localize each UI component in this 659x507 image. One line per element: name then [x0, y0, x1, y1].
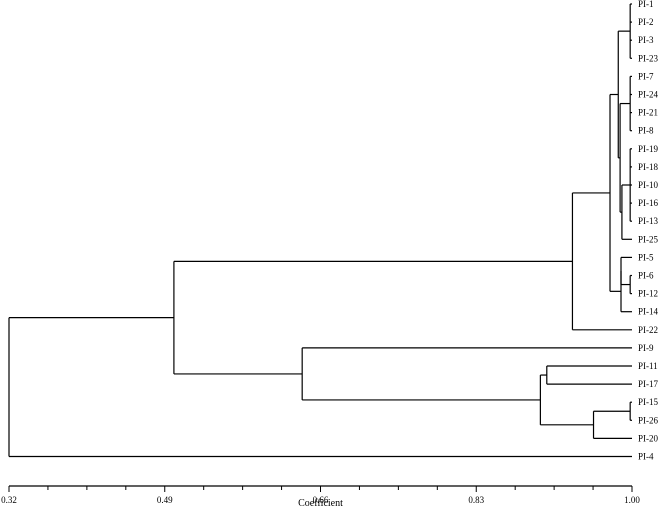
- tick-label: 0.66: [313, 495, 329, 505]
- x-axis: 0.32 0.49 0.66 0.83 1.00 Coefficient: [1, 485, 640, 507]
- leaf-label: PI-18: [638, 162, 658, 172]
- leaf-label: PI-14: [638, 307, 658, 317]
- leaf-label: PI-26: [638, 415, 658, 425]
- x-axis-ticks: [8, 486, 633, 492]
- leaf-label: PI-6: [638, 271, 654, 281]
- leaf-label: PI-3: [638, 35, 654, 45]
- tick-label: 1.00: [624, 495, 640, 505]
- leaf-label: PI-11: [638, 361, 658, 371]
- leaf-labels: PI-1 PI-2 PI-3 PI-23 PI-7 PI-24 PI-21 PI-8 PI-19…: [638, 0, 658, 462]
- tick-label: 0.49: [157, 495, 173, 505]
- leaf-label: PI-13: [638, 216, 658, 226]
- leaf-label: PI-23: [638, 53, 658, 63]
- leaf-label: PI-17: [638, 379, 658, 389]
- dendrogram-branches: [8, 3, 632, 458]
- leaf-label: PI-20: [638, 433, 658, 443]
- leaf-label: PI-7: [638, 71, 654, 81]
- tick-label: 0.32: [1, 495, 17, 505]
- x-axis-title: Coefficient: [298, 498, 343, 507]
- leaf-label: PI-1: [638, 0, 654, 9]
- tick-label: 0.83: [468, 495, 484, 505]
- leaf-label: PI-9: [638, 343, 654, 353]
- leaf-label: PI-8: [638, 126, 654, 136]
- leaf-label: PI-5: [638, 252, 654, 262]
- leaf-label: PI-19: [638, 144, 658, 154]
- leaf-label: PI-12: [638, 289, 658, 299]
- leaf-label: PI-24: [638, 90, 658, 100]
- leaf-label: PI-4: [638, 452, 654, 462]
- leaf-label: PI-10: [638, 180, 658, 190]
- leaf-label: PI-15: [638, 397, 658, 407]
- leaf-label: PI-21: [638, 108, 658, 118]
- leaf-label: PI-2: [638, 17, 654, 27]
- x-axis-tick-labels: 0.32 0.49 0.66 0.83 1.00: [1, 495, 640, 505]
- leaf-label: PI-25: [638, 234, 658, 244]
- leaf-label: PI-16: [638, 198, 658, 208]
- leaf-label: PI-22: [638, 325, 658, 335]
